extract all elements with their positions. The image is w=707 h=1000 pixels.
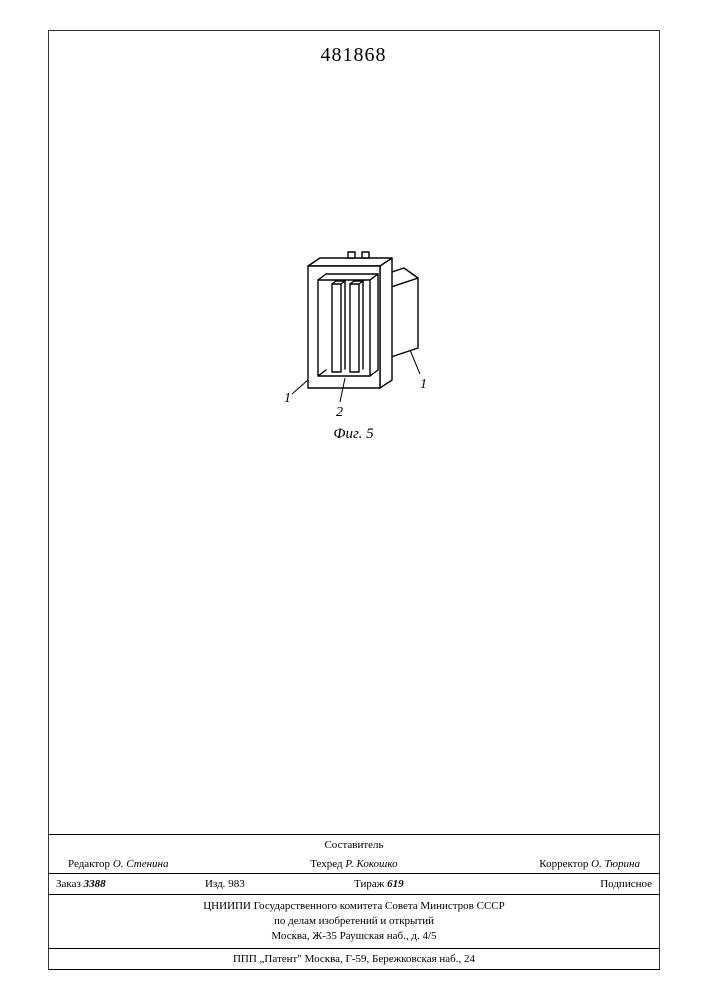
figure-5: 1 2 1 [270,230,450,430]
izd: Изд. 983 [205,878,354,890]
footer-block: Составитель Редактор О. Стенина Техред Р… [48,834,660,970]
figure-label-right: 1 [420,377,427,392]
techred: Техред Р. Кокошко [310,858,397,870]
figure-caption: Фиг. 5 [0,426,707,443]
printer: ППП „Патент" Москва, Г-59, Бережковская … [48,948,660,970]
corrector: Корректор О. Тюрина [539,858,640,870]
page-frame [48,30,660,970]
institute: ЦНИИПИ Государственного комитета Совета … [48,894,660,948]
tirazh: Тираж 619 [354,878,503,890]
figure-label-center: 2 [336,405,343,420]
document-number: 481868 [0,44,707,67]
editor: Редактор О. Стенина [68,858,169,870]
figure-label-left: 1 [284,391,291,406]
compiler-label: Составитель [56,839,652,851]
order: Заказ 3388 [56,878,205,890]
subscription: Подписное [503,878,652,890]
